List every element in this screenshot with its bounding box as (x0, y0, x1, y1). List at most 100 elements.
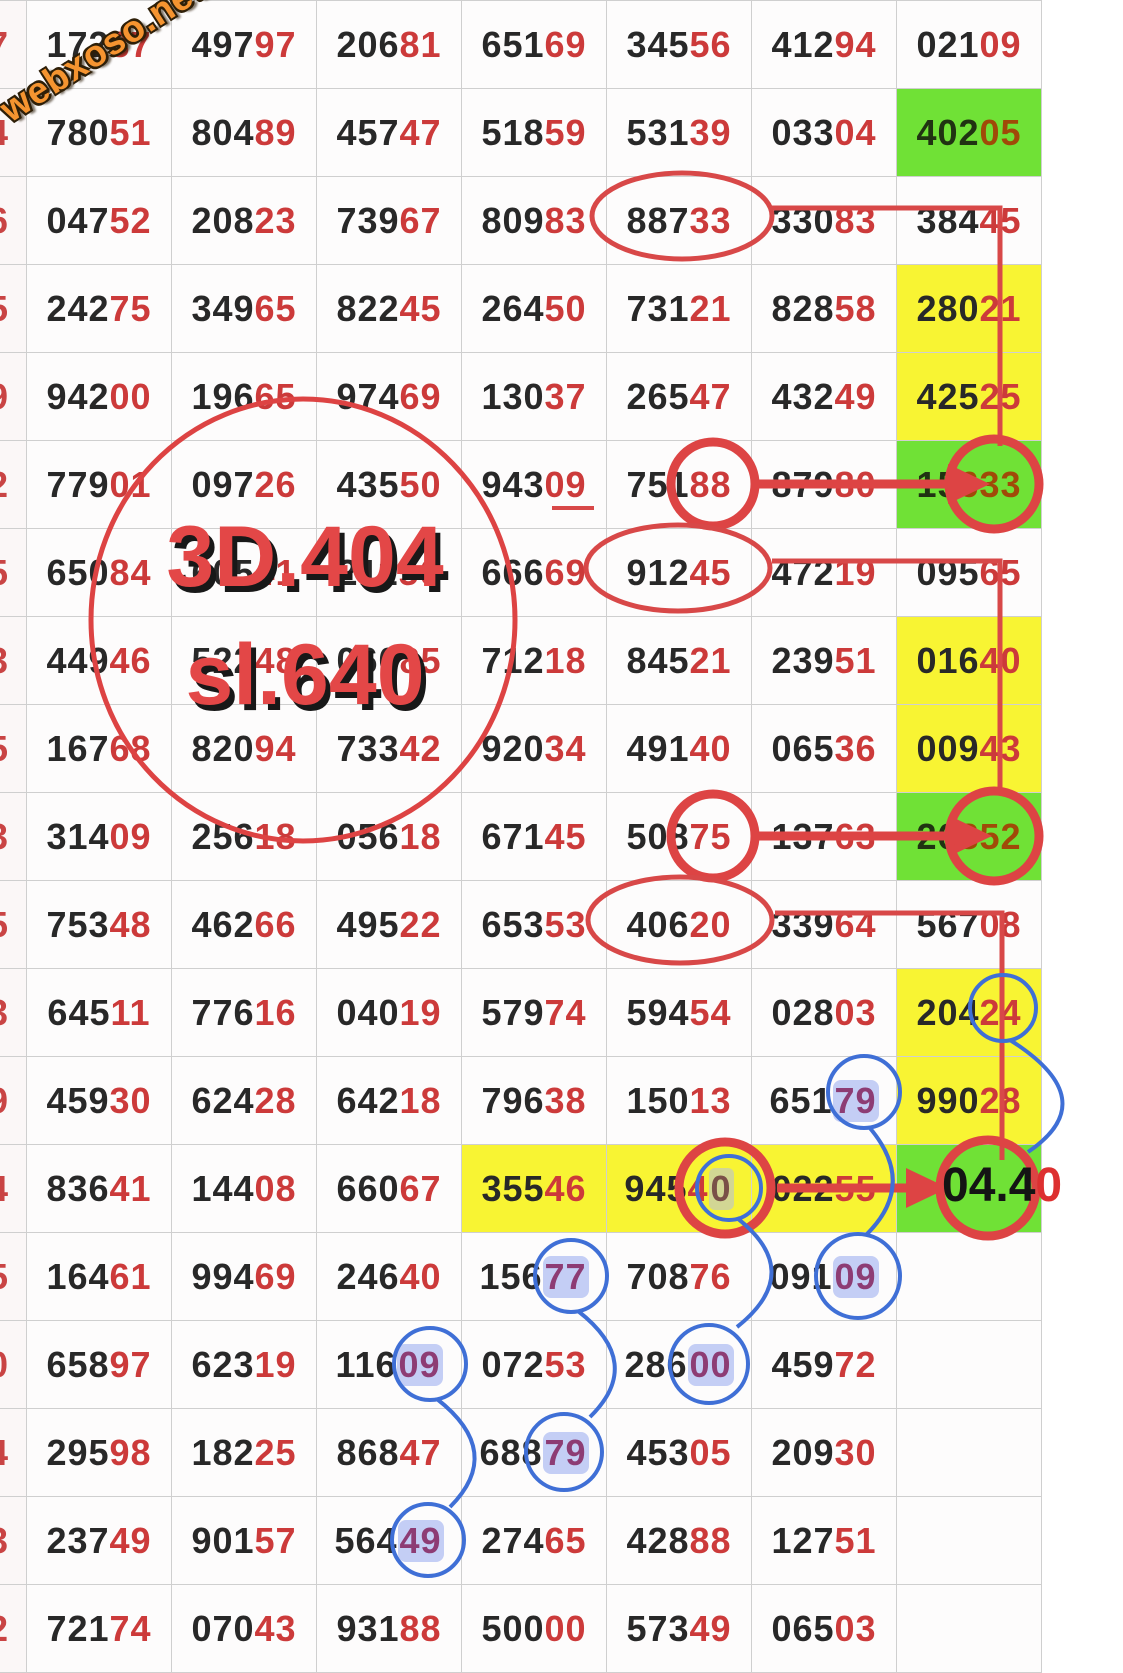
table-cell: 355 46 (462, 1145, 607, 1233)
table-cell: 116 09 (317, 1321, 462, 1409)
table-cell: 809 83 (462, 177, 607, 265)
lottery-number-table: 7172374979720681651693455641294021094780… (0, 0, 1042, 1673)
table-cell: 645 11 (27, 969, 172, 1057)
table-cell: 065 36 (752, 705, 897, 793)
table-cell: 009 43 (897, 705, 1042, 793)
left-edge-digit: 9 (0, 353, 27, 441)
table-cell: 402 05 (897, 89, 1042, 177)
table-cell: 339 64 (752, 881, 897, 969)
table-cell: 594 54 (607, 969, 752, 1057)
table-cell: 453 05 (607, 1409, 752, 1497)
table-cell: 518 59 (462, 89, 607, 177)
table-cell: 822 45 (317, 265, 462, 353)
table-cell: 286 00 (607, 1321, 752, 1409)
table-cell: 624 28 (172, 1057, 317, 1145)
left-edge-digit: 3 (0, 1497, 27, 1585)
table-cell: 497 97 (172, 1, 317, 89)
table-cell: 144 08 (172, 1145, 317, 1233)
left-edge-digit: 3 (0, 617, 27, 705)
table-cell: 564 49 (317, 1497, 462, 1585)
table-cell: 295 98 (27, 1409, 172, 1497)
left-edge-digit: 6 (0, 177, 27, 265)
table-cell: 573 49 (607, 1585, 752, 1673)
table-cell: 239 51 (752, 617, 897, 705)
table-cell: 901 57 (172, 1497, 317, 1585)
table-cell: 345 56 (607, 1, 752, 89)
table-cell: 567 08 (897, 881, 1042, 969)
table-cell: 208 23 (172, 177, 317, 265)
table-cell: 994 69 (172, 1233, 317, 1321)
table-cell: 887 33 (607, 177, 752, 265)
table-cell: 274 65 (462, 1497, 607, 1585)
table-cell: 095 65 (897, 529, 1042, 617)
table-cell: 751 88 (607, 441, 752, 529)
table-cell (897, 1497, 1042, 1585)
table-cell: 182 25 (172, 1409, 317, 1497)
table-cell: 845 21 (607, 617, 752, 705)
table-cell: 070 43 (172, 1585, 317, 1673)
table-cell: 653 53 (462, 881, 607, 969)
left-edge-digit: 2 (0, 441, 27, 529)
table-cell: 531 39 (607, 89, 752, 177)
table-cell: 047 52 (27, 177, 172, 265)
table-cell: 314 09 (27, 793, 172, 881)
table-cell: 425 25 (897, 353, 1042, 441)
left-edge-digit: 4 (0, 1145, 27, 1233)
table-cell: 942 00 (27, 353, 172, 441)
table-cell (897, 1233, 1042, 1321)
table-cell: 879 80 (752, 441, 897, 529)
table-cell: 204 24 (897, 969, 1042, 1057)
table-cell: 796 38 (462, 1057, 607, 1145)
table-cell: 264 50 (462, 265, 607, 353)
table-cell: 457 47 (317, 89, 462, 177)
table-cell (897, 1585, 1042, 1673)
left-edge-digit: 3 (0, 793, 27, 881)
table-cell: 623 19 (172, 1321, 317, 1409)
prediction-note: 3D.404 sl.640 (60, 498, 550, 734)
table-cell: 739 67 (317, 177, 462, 265)
table-cell: 15 633 (897, 441, 1042, 529)
table-cell: 780 51 (27, 89, 172, 177)
table-cell: 164 61 (27, 1233, 172, 1321)
table-cell: 091 09 (752, 1233, 897, 1321)
table-cell: 651 79 (752, 1057, 897, 1145)
table-cell: 033 04 (752, 89, 897, 177)
table-cell: 828 58 (752, 265, 897, 353)
table-cell: 931 88 (317, 1585, 462, 1673)
table-cell: 065 03 (752, 1585, 897, 1673)
table-cell (897, 1321, 1042, 1409)
table-cell: 428 88 (607, 1497, 752, 1585)
table-cell: 974 69 (317, 353, 462, 441)
table-cell: 462 66 (172, 881, 317, 969)
table-cell: 651 69 (462, 1, 607, 89)
table-cell: 127 51 (752, 1497, 897, 1585)
table-cell: 021 09 (897, 1, 1042, 89)
table-cell: 206 81 (317, 1, 462, 89)
table-cell: 731 21 (607, 265, 752, 353)
left-edge-digit: 4 (0, 1409, 27, 1497)
table-cell: 072 53 (462, 1321, 607, 1409)
left-edge-digit: 3 (0, 969, 27, 1057)
left-edge-digit: 5 (0, 1233, 27, 1321)
table-cell: 708 76 (607, 1233, 752, 1321)
result-text-black: 04.4 (942, 1159, 1036, 1212)
table-cell: 209 30 (752, 1409, 897, 1497)
table-cell: 349 65 (172, 265, 317, 353)
table-cell: 945 4 0 (607, 1145, 752, 1233)
left-edge-digit: 4 (0, 89, 27, 177)
table-cell: 237 49 (27, 1497, 172, 1585)
table-cell: 804 89 (172, 89, 317, 177)
table-cell: 753 48 (27, 881, 172, 969)
table-cell: 412 94 (752, 1, 897, 89)
table-cell: 406 20 (607, 881, 752, 969)
prediction-line-1: 3D.404 (166, 509, 444, 605)
table-cell: 500 00 (462, 1585, 607, 1673)
left-edge-digit: 2 (0, 1585, 27, 1673)
table-cell: 495 22 (317, 881, 462, 969)
table-cell: 016 40 (897, 617, 1042, 705)
result-text: 04.40 (942, 1158, 1123, 1213)
left-edge-digit: 5 (0, 705, 27, 793)
table-cell: 196 65 (172, 353, 317, 441)
table-cell: 040 19 (317, 969, 462, 1057)
table-cell: 472 19 (752, 529, 897, 617)
